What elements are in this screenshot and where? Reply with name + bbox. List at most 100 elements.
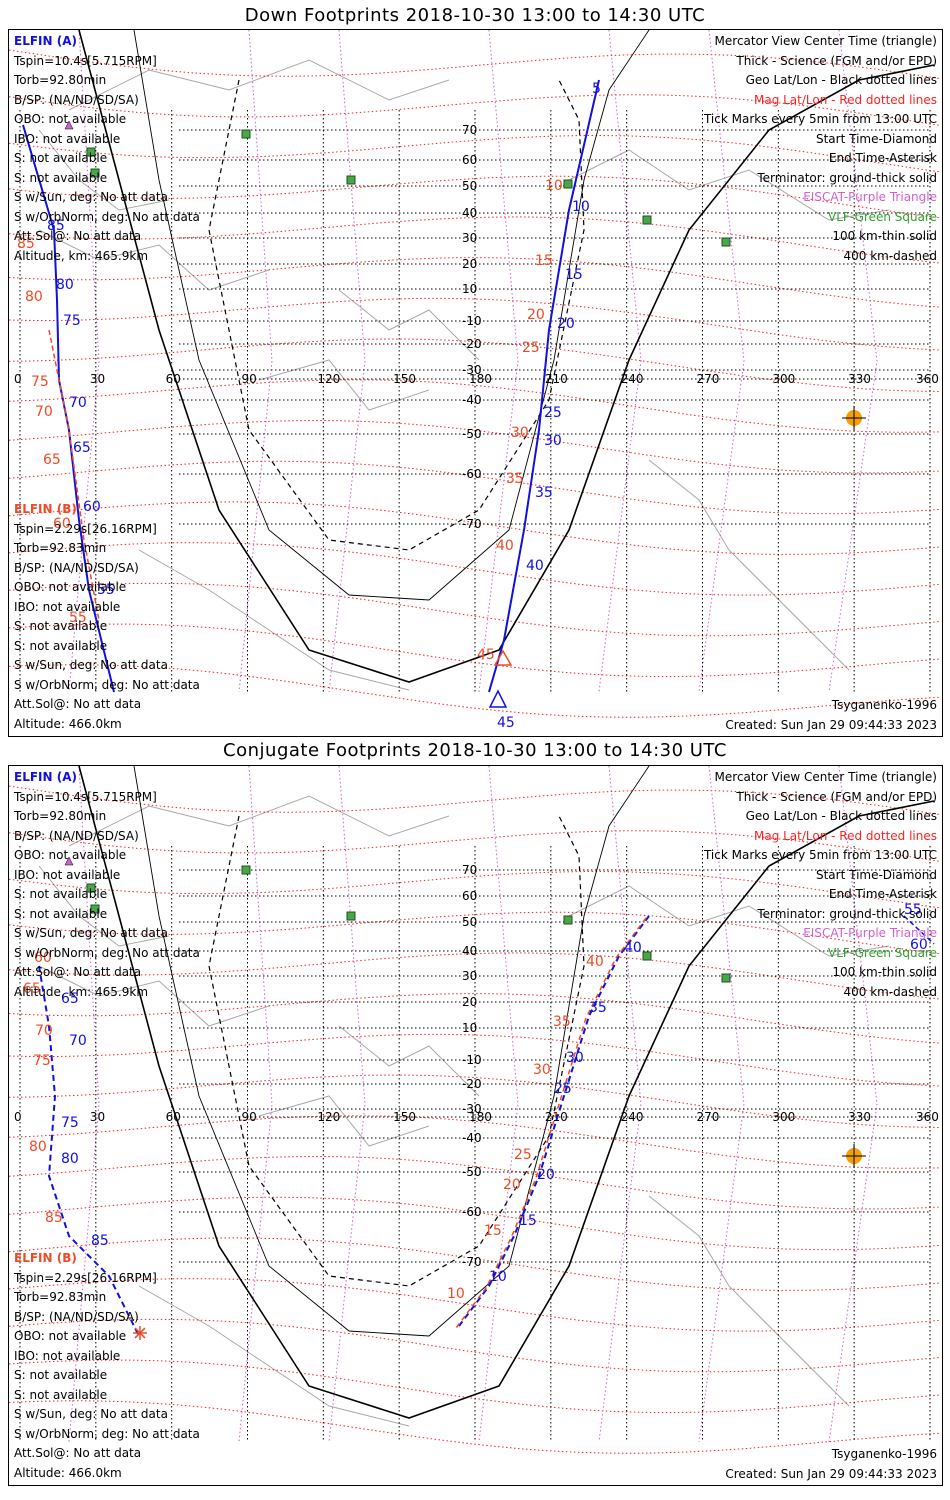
vlf-station-square: [241, 865, 251, 875]
lat-tick-label: -20: [462, 1077, 482, 1091]
lon-tick-label: 150: [393, 1110, 416, 1124]
legend-item: Terminator: ground-thick solid: [757, 170, 937, 185]
legend-item: Mercator View Center Time (triangle): [714, 34, 937, 48]
elfin-a-tick-label: 15: [519, 1213, 537, 1229]
lat-tick-label: -40: [462, 393, 482, 407]
elfin-a-tick-label: 60: [910, 937, 928, 953]
elfin-b-tick-label: 30: [533, 1062, 551, 1078]
vlf-station-square: [346, 175, 356, 185]
elfin-b-info: ELFIN (B) Tspin=2.29s[26.16RPM] Torb=92.…: [14, 500, 200, 734]
lon-tick-label: 180: [469, 1110, 492, 1124]
lon-tick-label: 270: [697, 1110, 720, 1124]
legend-item: Start Time-Diamond: [815, 131, 937, 146]
legend-item: Thick - Science (FGM and/or EPD): [736, 53, 937, 68]
elfin-b-tick-label: 80: [25, 289, 43, 305]
elfin-a-info: ELFIN (A) Tspin=10.4s[5.715RPM] Torb=92.…: [14, 768, 200, 1002]
elfin-a-tick-label: 15: [565, 267, 583, 283]
lat-tick-label: 20: [462, 257, 477, 271]
elfin-a-tick-label: 80: [61, 1151, 79, 1167]
legend-item: End Time-Asterisk: [828, 887, 937, 901]
elfin-a-s2: S: not available: [14, 906, 108, 921]
legend-item: Start Time-Diamond: [815, 867, 937, 882]
lat-tick-label: 70: [462, 863, 477, 877]
elfin-a-tick-label: 85: [47, 218, 65, 234]
elfin-a-tick-label: 40: [624, 940, 642, 956]
lon-tick-label: 240: [621, 372, 644, 386]
mag-lon-line: [598, 30, 642, 693]
elfin-a-s1: S: not available: [14, 151, 108, 165]
lat-tick-label: 50: [462, 179, 477, 193]
mag-lat-line: [9, 911, 940, 955]
lat-tick-label: 40: [462, 206, 477, 220]
elfin-b-tick-label: 45: [477, 647, 495, 663]
lat-tick-label: -70: [462, 517, 482, 531]
elfin-a-track-west: [38, 965, 140, 1337]
elfin-b-ibo: IBO: not available: [14, 1348, 121, 1363]
coastline: [38, 865, 170, 947]
elfin-a-tick-label: 10: [572, 199, 590, 215]
elfin-b-tick-label: 40: [586, 954, 604, 970]
coastline: [648, 1195, 850, 1407]
elfin-a-tick-label: 75: [63, 313, 81, 329]
elfin-a-sun: S w/Sun, deg: No att data: [14, 926, 168, 940]
vlf-station-square: [642, 215, 652, 225]
terminator-100km: [133, 30, 650, 601]
vlf-station-square: [563, 915, 573, 925]
elfin-a-attsol: Att.Sol@: No att data: [14, 229, 142, 243]
elfin-b-name: ELFIN (B): [14, 502, 77, 516]
elfin-b-tick-label: 35: [553, 1014, 571, 1030]
elfin-b-tick-label: 70: [35, 1023, 53, 1039]
vlf-station-square: [642, 951, 652, 961]
coastline: [68, 59, 450, 111]
legend-item: EISCAT-Purple Triangle: [803, 190, 937, 204]
mag-lat-line: [9, 870, 940, 909]
mag-lon-line: [698, 766, 745, 1443]
elfin-b-s1: S: not available: [14, 619, 108, 633]
elfin-b-track: [48, 329, 100, 621]
end-time-asterisk: [134, 1327, 146, 1339]
elfin-a-tick-label: 55: [97, 582, 115, 598]
lon-tick-label: 330: [848, 372, 871, 386]
elfin-a-tick-label: 25: [544, 405, 562, 421]
lon-tick-label: 150: [393, 372, 416, 386]
elfin-a-ibo: IBO: not available: [14, 867, 121, 882]
lat-tick-label: 50: [462, 915, 477, 929]
elfin-a-tick-label: 35: [535, 485, 553, 501]
panel-1-title: Down Footprints 2018-10-30 13:00 to 14:3…: [244, 5, 706, 26]
elfin-a-obo: OBO: not available: [14, 112, 127, 126]
elfin-a-track-east: [458, 915, 650, 1327]
mag-lon-line: [828, 766, 878, 1443]
elfin-b-tick-label: 15: [535, 253, 553, 269]
elfin-a-altitude: Altitude, km: 465.9km: [14, 248, 149, 263]
mag-lat-line: [9, 175, 940, 219]
conjugate-footprints-panel: 0 30 60 90 120 150 180 210 240 270 300 330 360 70 60 50…: [8, 765, 943, 1486]
elfin-b-orbnorm: S w/OrbNorm, deg: No att data: [14, 677, 200, 692]
lat-tick-label: -70: [462, 1255, 482, 1269]
mag-lat-line: [9, 134, 940, 173]
elfin-b-tick-label: 55: [69, 610, 87, 626]
vlf-station-square: [346, 911, 356, 921]
elfin-b-s2: S: not available: [14, 638, 108, 653]
elfin-b-tick-label: 25: [522, 340, 540, 356]
elfin-a-tick-label: 30: [544, 433, 562, 449]
elfin-b-ibo: IBO: not available: [14, 599, 121, 614]
panel-2-title: Conjugate Footprints 2018-10-30 13:00 to…: [223, 740, 727, 761]
lat-tick-label: 30: [462, 231, 477, 245]
elfin-a-tick-label: 5: [592, 81, 601, 97]
elfin-b-tick-label: 10: [545, 178, 563, 194]
elfin-b-torb: Torb=92.83min: [14, 541, 107, 555]
eiscat-triangle: [64, 856, 74, 866]
elfin-b-tick-label: 20: [527, 307, 545, 323]
mag-lat-line: [9, 216, 940, 264]
lat-tick-label: 30: [462, 969, 477, 983]
coastline: [138, 549, 410, 691]
elfin-b-tick-label: 70: [35, 404, 53, 420]
legend-item: Tick Marks every 5min from 13:00 UTC: [703, 112, 937, 126]
coastline: [338, 1025, 480, 1097]
lon-tick-label: 120: [317, 372, 340, 386]
lat-tick-label: -20: [462, 337, 482, 351]
legend: Mercator View Center Time (triangle) Thi…: [704, 32, 937, 266]
mag-lon-line: [328, 766, 366, 1443]
elfin-a-info: ELFIN (A) Tspin=10.4s[5.715RPM] Torb=92.…: [14, 32, 200, 266]
lon-tick-label: 120: [317, 1110, 340, 1124]
